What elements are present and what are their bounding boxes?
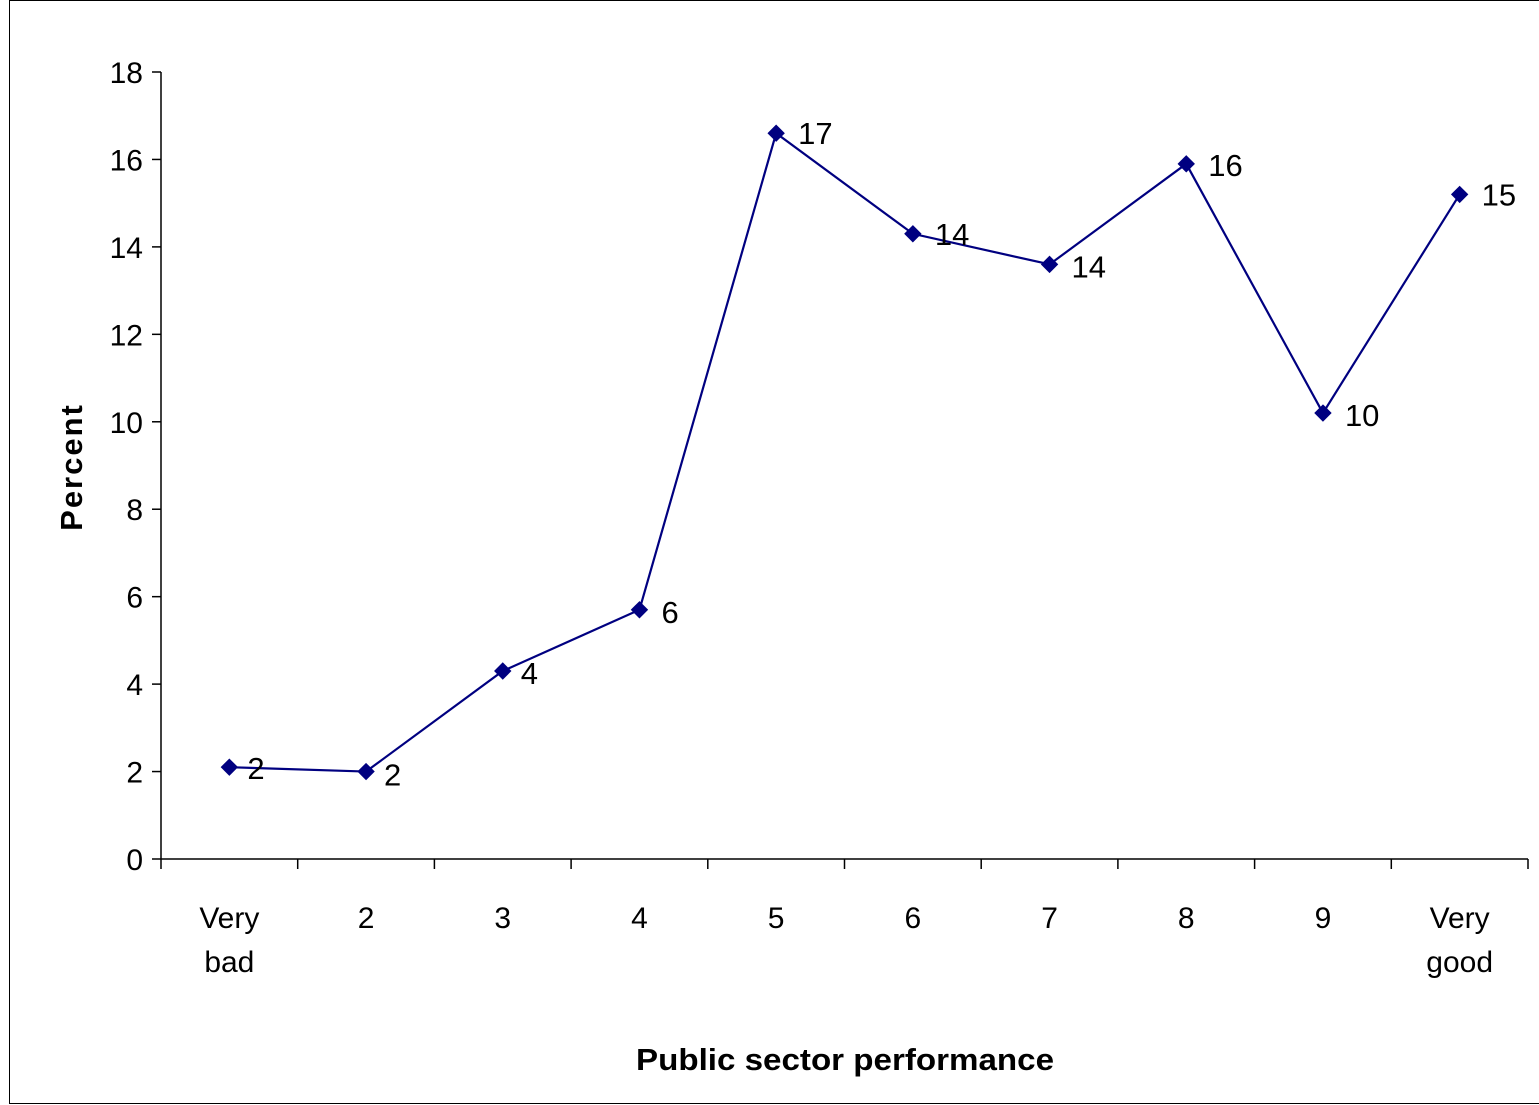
x-tick-label: 6 — [905, 902, 922, 935]
data-label: 2 — [384, 758, 401, 793]
x-tick-label-line: 5 — [768, 902, 785, 935]
x-tick-label: 8 — [1178, 902, 1195, 935]
data-label: 10 — [1345, 398, 1379, 433]
data-point-marker — [220, 758, 239, 776]
series-line — [229, 131, 1461, 773]
x-axis-title: Public sector performance — [636, 1042, 1054, 1077]
y-tick-label: 0 — [126, 844, 143, 877]
y-tick-label: 4 — [126, 669, 143, 702]
data-point-marker — [630, 601, 649, 619]
x-tick-label: 3 — [494, 902, 511, 935]
y-tick-label: 14 — [110, 232, 143, 265]
y-tick-label: 18 — [110, 57, 143, 90]
data-label: 16 — [1208, 148, 1242, 183]
y-tick-label: 12 — [110, 319, 143, 352]
x-tick-label: 7 — [1041, 902, 1058, 935]
x-tick-label-line: 6 — [905, 902, 922, 935]
x-tick-label: 5 — [768, 902, 785, 935]
y-tick-label: 2 — [126, 757, 143, 790]
x-tick-label-line: 7 — [1041, 902, 1058, 935]
data-label: 15 — [1482, 177, 1516, 212]
data-point-marker — [494, 662, 512, 680]
x-tick-label-line: Very — [199, 902, 259, 935]
data-label: 4 — [521, 656, 538, 691]
data-point-marker — [1040, 255, 1059, 274]
data-label: 2 — [247, 751, 264, 786]
y-tick-label: 6 — [126, 582, 143, 615]
x-tick-label: 9 — [1315, 902, 1332, 935]
x-tick-label-line: 8 — [1178, 902, 1195, 935]
y-tick-label: 16 — [110, 144, 143, 177]
y-axis: 0 2 4 6 8 10 12 14 16 18 — [110, 57, 162, 877]
y-tick-label: 8 — [126, 494, 143, 527]
x-tick-label-line: 3 — [494, 902, 511, 935]
chart-frame — [9, 0, 1539, 1104]
x-tick-label-line: 2 — [358, 902, 375, 935]
y-axis-title: Percent — [54, 403, 89, 531]
data-labels: 2 2 4 6 17 14 14 16 10 15 — [247, 116, 1516, 792]
x-tick-label-line: 9 — [1315, 902, 1332, 935]
data-point-marker — [1177, 155, 1195, 173]
x-tick-label-line: 4 — [631, 902, 648, 935]
x-tick-label: 2 — [358, 902, 375, 935]
data-point-marker — [357, 762, 375, 781]
x-tick-label-line: bad — [204, 946, 254, 979]
x-tick-label: Very good — [1426, 902, 1493, 979]
data-label: 14 — [935, 217, 969, 252]
data-point-marker — [1450, 185, 1469, 204]
x-tick-label: Very bad — [199, 902, 259, 979]
x-tick-label-line: good — [1426, 946, 1493, 979]
data-point-marker — [1314, 404, 1332, 422]
x-tick-label: 4 — [631, 902, 648, 935]
x-axis: Very bad 2 3 4 5 6 7 8 9 Very good — [160, 858, 1529, 979]
data-label: 14 — [1072, 249, 1106, 284]
y-tick-label: 10 — [110, 407, 143, 440]
series-layer — [220, 124, 1469, 781]
x-tick-label-line: Very — [1430, 902, 1490, 935]
data-point-marker — [767, 124, 785, 142]
data-point-marker — [904, 225, 922, 243]
data-label: 6 — [661, 595, 678, 630]
data-label: 17 — [798, 116, 832, 151]
